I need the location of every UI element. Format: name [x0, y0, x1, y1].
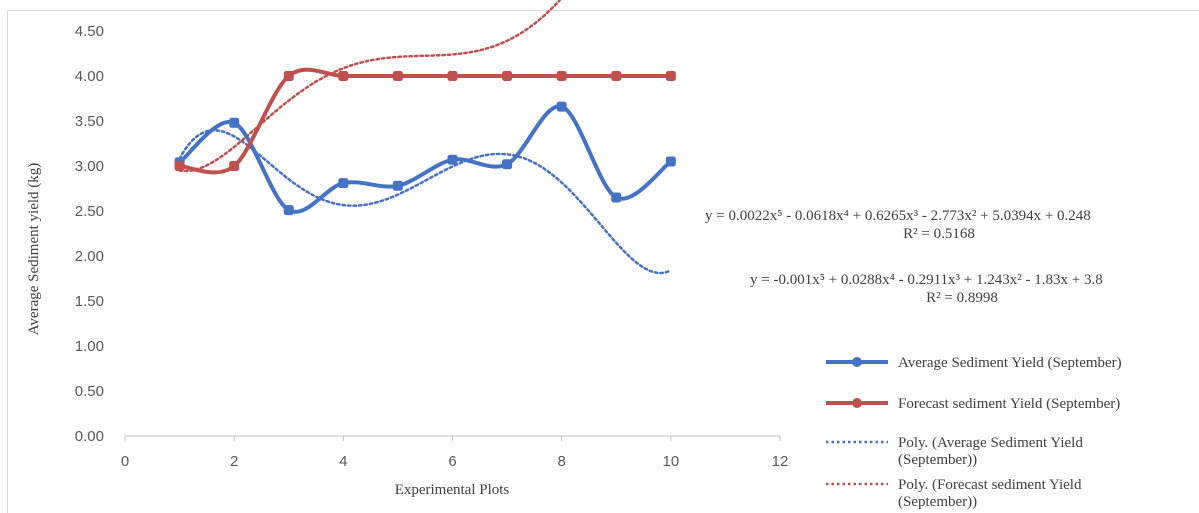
- legend-label-poly-average-line2: (September)): [898, 452, 977, 468]
- trendline-equations: y = 0.0022x⁵ - 0.0618x⁴ + 0.6265x³ - 2.7…: [705, 208, 1103, 306]
- data-point-average-sediment: [392, 180, 403, 191]
- data-point-average-sediment: [338, 178, 349, 189]
- chart-border: [7, 10, 1199, 513]
- plot-area: [174, 0, 676, 275]
- trendline-equation-forecast: y = -0.001x⁵ + 0.0288x⁴ - 0.2911x³ + 1.2…: [750, 272, 1103, 288]
- data-point-forecast-sediment: [665, 71, 676, 81]
- y-tick-label: 0.00: [75, 428, 104, 445]
- y-tick-label: 1.50: [75, 293, 104, 310]
- legend-item-forecast-sediment: Forecast sediment Yield (September): [826, 396, 1120, 412]
- legend-label-poly-average: Poly. (Average Sediment Yield (September…: [898, 435, 1087, 468]
- x-tick-label: 10: [662, 453, 679, 470]
- data-point-forecast-sediment: [447, 71, 458, 81]
- data-point-forecast-sediment: [283, 71, 294, 81]
- y-tick-label: 3.50: [75, 113, 104, 130]
- data-point-average-sediment: [502, 159, 513, 170]
- x-tick-label: 8: [557, 453, 565, 470]
- legend-marker-average-sediment: [852, 357, 862, 367]
- data-point-forecast-sediment: [556, 71, 567, 81]
- data-point-average-sediment: [556, 101, 567, 112]
- x-tick-group: 0 2 4 6 8 10 12: [121, 436, 789, 470]
- data-point-forecast-sediment: [174, 161, 185, 171]
- series-line-forecast-sediment: [179, 67, 671, 175]
- legend-label-forecast-sediment: Forecast sediment Yield (September): [898, 396, 1120, 412]
- y-axis-title: Average Sediment yield (kg): [26, 163, 42, 336]
- trendline-r2-average: R² = 0.5168: [903, 226, 975, 242]
- y-tick-label: 2.50: [75, 203, 104, 220]
- x-tick-label: 2: [230, 453, 238, 470]
- y-tick-label: 0.50: [75, 383, 104, 400]
- data-point-forecast-sediment: [502, 71, 513, 81]
- data-point-forecast-sediment: [611, 71, 622, 81]
- x-tick-label: 4: [339, 453, 347, 470]
- data-point-forecast-sediment: [338, 71, 349, 81]
- data-point-average-sediment: [229, 117, 240, 128]
- legend-label-poly-forecast-line2: (September)): [898, 494, 977, 510]
- data-point-average-sediment: [611, 192, 622, 203]
- y-tick-label: 4.50: [75, 23, 104, 40]
- x-tick-label: 6: [448, 453, 456, 470]
- x-tick-label: 0: [121, 453, 129, 470]
- axes: 0 2 4 6 8 10 12 0.00 0.50 1.00 1.50 2.00 2.50 3.00 3.…: [26, 23, 788, 498]
- y-tick-label: 4.00: [75, 68, 104, 85]
- x-axis-title: Experimental Plots: [395, 482, 510, 498]
- legend-item-poly-forecast: Poly. (Forecast sediment Yield (Septembe…: [826, 477, 1085, 510]
- trendline-equation-average: y = 0.0022x⁵ - 0.0618x⁴ + 0.6265x³ - 2.7…: [705, 208, 1091, 224]
- y-tick-group: 0.00 0.50 1.00 1.50 2.00 2.50 3.00 3.50 4.00 4.50: [75, 23, 104, 445]
- legend: Average Sediment Yield (September) Forec…: [826, 355, 1122, 510]
- data-point-average-sediment: [283, 205, 294, 216]
- y-tick-label: 2.00: [75, 248, 104, 265]
- data-point-forecast-sediment: [229, 161, 240, 171]
- y-tick-label: 3.00: [75, 158, 104, 175]
- legend-item-poly-average: Poly. (Average Sediment Yield (September…: [826, 435, 1087, 468]
- data-point-average-sediment: [447, 154, 458, 165]
- trendline-average-sediment: [178, 129, 673, 275]
- data-point-average-sediment: [665, 156, 676, 167]
- trendline-r2-forecast: R² = 0.8998: [926, 290, 998, 306]
- legend-marker-forecast-sediment: [852, 398, 862, 408]
- legend-label-poly-average-line1: Poly. (Average Sediment Yield: [898, 435, 1083, 451]
- data-point-forecast-sediment: [392, 71, 403, 81]
- series-line-average-sediment: [178, 104, 673, 214]
- legend-label-poly-forecast: Poly. (Forecast sediment Yield (Septembe…: [898, 477, 1085, 510]
- x-tick-label: 12: [772, 453, 789, 470]
- legend-label-average-sediment: Average Sediment Yield (September): [898, 355, 1122, 371]
- legend-label-poly-forecast-line1: Poly. (Forecast sediment Yield: [898, 477, 1082, 493]
- legend-item-average-sediment: Average Sediment Yield (September): [826, 355, 1122, 371]
- y-tick-label: 1.00: [75, 338, 104, 355]
